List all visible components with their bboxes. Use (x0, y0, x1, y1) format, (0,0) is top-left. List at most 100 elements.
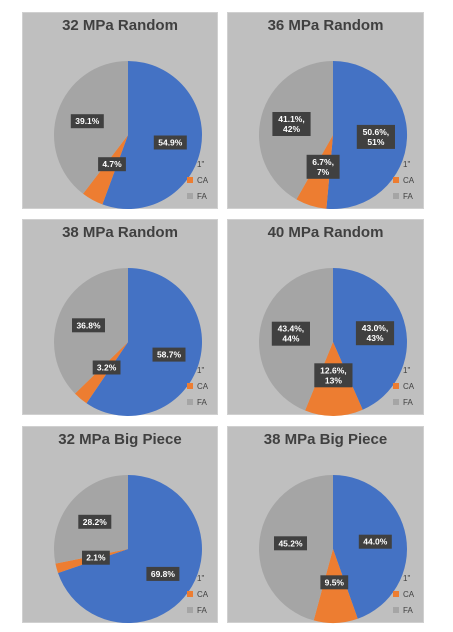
legend-label: CA (197, 381, 209, 391)
legend-label: FA (197, 605, 207, 615)
legend-swatch (187, 575, 193, 581)
data-label-text: 2.1% (86, 553, 106, 563)
chart-title: 38 MPa Big Piece (263, 431, 388, 448)
data-label-1inch: 43.0%,43% (355, 321, 395, 346)
data-label-text: 43% (366, 333, 383, 343)
data-label-text: 58.7% (157, 350, 182, 360)
data-label-ca: 4.7% (98, 157, 126, 172)
legend-item-ca: CA (187, 586, 208, 602)
pie-chart: 50.6%,51% 6.7%,7% 41.1%,42% (259, 60, 408, 209)
legend-swatch (187, 607, 193, 613)
data-label-text: 39.1% (75, 116, 100, 126)
legend-swatch (393, 177, 399, 183)
legend-item-ca: CA (393, 586, 414, 602)
data-label-text: 43.0%, (362, 323, 388, 333)
legend-label: CA (197, 589, 209, 599)
pie-chart-panel: 32 MPa Big Piece 69.8% 2.1% 28.2% 1" CA FA (22, 426, 218, 623)
data-label-fa: 45.2% (274, 536, 307, 551)
data-label-1inch: 69.8% (146, 566, 180, 581)
data-label-box (356, 124, 395, 149)
data-label-1inch: 54.9% (153, 135, 187, 150)
data-label-box (306, 154, 340, 179)
legend-label: FA (403, 605, 413, 615)
legend-swatch (393, 161, 399, 167)
data-label-box (98, 157, 126, 172)
pie-chart-panel: 38 MPa Big Piece 44.0% 9.5% 45.2% 1" CA FA (227, 426, 424, 623)
data-label-ca: 2.1% (82, 550, 110, 565)
data-label-box (70, 114, 104, 129)
data-label-1inch: 50.6%,51% (356, 124, 395, 149)
legend-swatch (187, 177, 193, 183)
legend: 1" CA FA (187, 156, 208, 204)
data-label-box (92, 360, 121, 375)
legend-label: FA (403, 191, 413, 201)
legend-swatch (187, 399, 193, 405)
legend-item-fa: FA (187, 188, 208, 204)
pie-chart-panel: 36 MPa Random 50.6%, 51% 6.7%, 7% 41.1%, 42% 1"… (227, 12, 424, 209)
data-label-text: 51% (367, 137, 384, 147)
legend-item-1inch: 1" (393, 156, 414, 172)
data-label-box (271, 321, 310, 346)
legend-item-fa: FA (393, 188, 414, 204)
legend-label: 1" (403, 365, 411, 375)
legend-label: FA (403, 397, 413, 407)
data-label-fa: 41.1%,42% (272, 112, 311, 136)
data-label-ca: 12.6%,13% (314, 363, 353, 388)
legend-swatch (187, 193, 193, 199)
legend-item-1inch: 1" (393, 362, 414, 378)
legend-swatch (187, 161, 193, 167)
data-label-box (78, 514, 112, 529)
data-label-text: 54.9% (158, 138, 183, 148)
pie-slice-1inch (58, 475, 202, 623)
data-label-ca: 6.7%,7% (306, 154, 340, 179)
legend-label: FA (197, 397, 207, 407)
data-label-ca: 3.2% (92, 360, 121, 375)
legend-item-1inch: 1" (187, 362, 208, 378)
data-label-text: 69.8% (151, 569, 176, 579)
pie-chart-panel: 32 MPa Random 54.9% 4.7% 39.1% 1" CA FA (22, 12, 218, 210)
legend-item-1inch: 1" (187, 570, 208, 586)
legend-swatch (187, 591, 193, 597)
data-label-text: 42% (283, 124, 300, 134)
data-label-box (82, 550, 110, 565)
data-label-box (152, 347, 186, 362)
legend: 1" CA FA (393, 362, 414, 410)
legend-label: 1" (197, 365, 205, 375)
legend-swatch (187, 383, 193, 389)
legend-label: CA (197, 175, 209, 185)
legend-swatch (393, 607, 399, 613)
data-label-text: 4.7% (102, 159, 122, 169)
data-label-text: 41.1%, (278, 114, 304, 124)
data-label-text: 9.5% (325, 577, 345, 587)
chart-title: 36 MPa Random (267, 17, 384, 34)
data-label-box (358, 534, 392, 549)
data-label-fa: 36.8% (72, 318, 105, 333)
pie-chart: 69.8% 2.1% 28.2% (53, 475, 202, 623)
data-label-text: 44.0% (363, 537, 388, 547)
data-label-text: 13% (325, 375, 342, 385)
pie-chart: 44.0% 9.5% 45.2% (259, 475, 408, 623)
legend: 1" CA FA (393, 156, 414, 204)
legend-label: 1" (403, 573, 411, 583)
data-label-1inch: 44.0% (358, 534, 392, 549)
data-label-box (72, 318, 105, 333)
pie-chart-panel: 38 MPa Random 58.7% 3.2% 36.8% 1" CA FA (22, 219, 218, 416)
data-label-box (153, 135, 187, 150)
data-label-box (274, 536, 307, 551)
legend-label: FA (197, 191, 207, 201)
legend-item-ca: CA (393, 172, 414, 188)
data-label-text: 36.8% (76, 320, 101, 330)
legend-label: 1" (197, 573, 205, 583)
data-label-text: 3.2% (97, 363, 117, 373)
legend-item-ca: CA (187, 378, 208, 394)
legend-label: 1" (197, 159, 205, 169)
legend-swatch (393, 575, 399, 581)
legend: 1" CA FA (187, 362, 208, 410)
legend-swatch (393, 367, 399, 373)
pie-slice-1inch (102, 60, 203, 210)
legend-swatch (187, 367, 193, 373)
data-label-box (146, 566, 180, 581)
chart-title: 40 MPa Random (267, 224, 384, 241)
data-label-fa: 28.2% (78, 514, 112, 529)
